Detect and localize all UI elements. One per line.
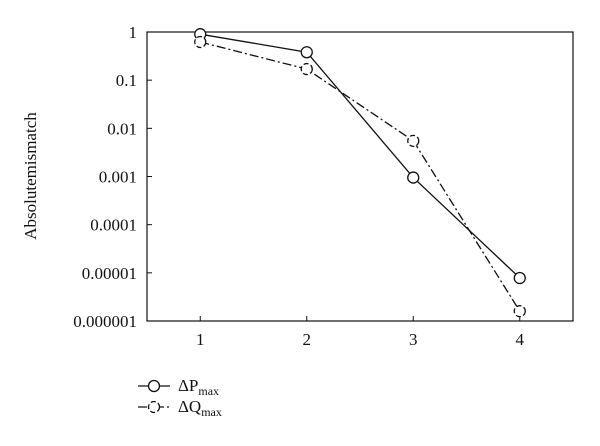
x-tick-label: 2: [303, 330, 312, 349]
legend-label-symbol: ΔQ: [178, 397, 201, 416]
series-line-1: [200, 33, 521, 279]
data-point-series-1: [407, 171, 420, 184]
legend-label-symbol: ΔP: [178, 376, 198, 395]
y-axis-label: Absolutemismatch: [21, 112, 40, 240]
legend-marker-2: [147, 400, 161, 414]
legend-label-1: ΔPmax: [178, 376, 219, 398]
y-tick-label: 0.000001: [73, 312, 137, 331]
series-layer: [194, 28, 526, 318]
x-tick-label: 1: [196, 330, 205, 349]
data-point-series-1: [513, 271, 526, 285]
data-point-series-2: [194, 35, 207, 49]
y-tick-label: 0.00001: [82, 264, 137, 283]
legend-label-2: ΔQmax: [178, 397, 222, 419]
legend-label-subscript: max: [201, 405, 222, 419]
x-axis-ticks: 1 2 3 4: [196, 316, 525, 349]
y-tick-label: 0.1: [116, 71, 137, 90]
y-axis-ticks: 1 0.1 0.01 0.001 0.0001 0.00001 0.000001: [73, 23, 152, 331]
x-tick-label: 3: [409, 330, 418, 349]
y-tick-label: 0.0001: [90, 216, 137, 235]
data-point-series-2: [407, 134, 420, 147]
series-line-2: [200, 41, 521, 312]
y-tick-label: 0.01: [107, 119, 137, 138]
legend-label-subscript: max: [198, 384, 219, 398]
plot-frame: [146, 31, 574, 322]
data-point-series-1: [300, 46, 313, 59]
x-tick-label: 4: [516, 330, 525, 349]
y-tick-label: 0.001: [99, 168, 137, 187]
legend-marker-1: [147, 379, 161, 393]
y-tick-label: 1: [129, 23, 138, 42]
data-point-series-2: [513, 305, 526, 318]
data-point-series-2: [300, 62, 313, 76]
